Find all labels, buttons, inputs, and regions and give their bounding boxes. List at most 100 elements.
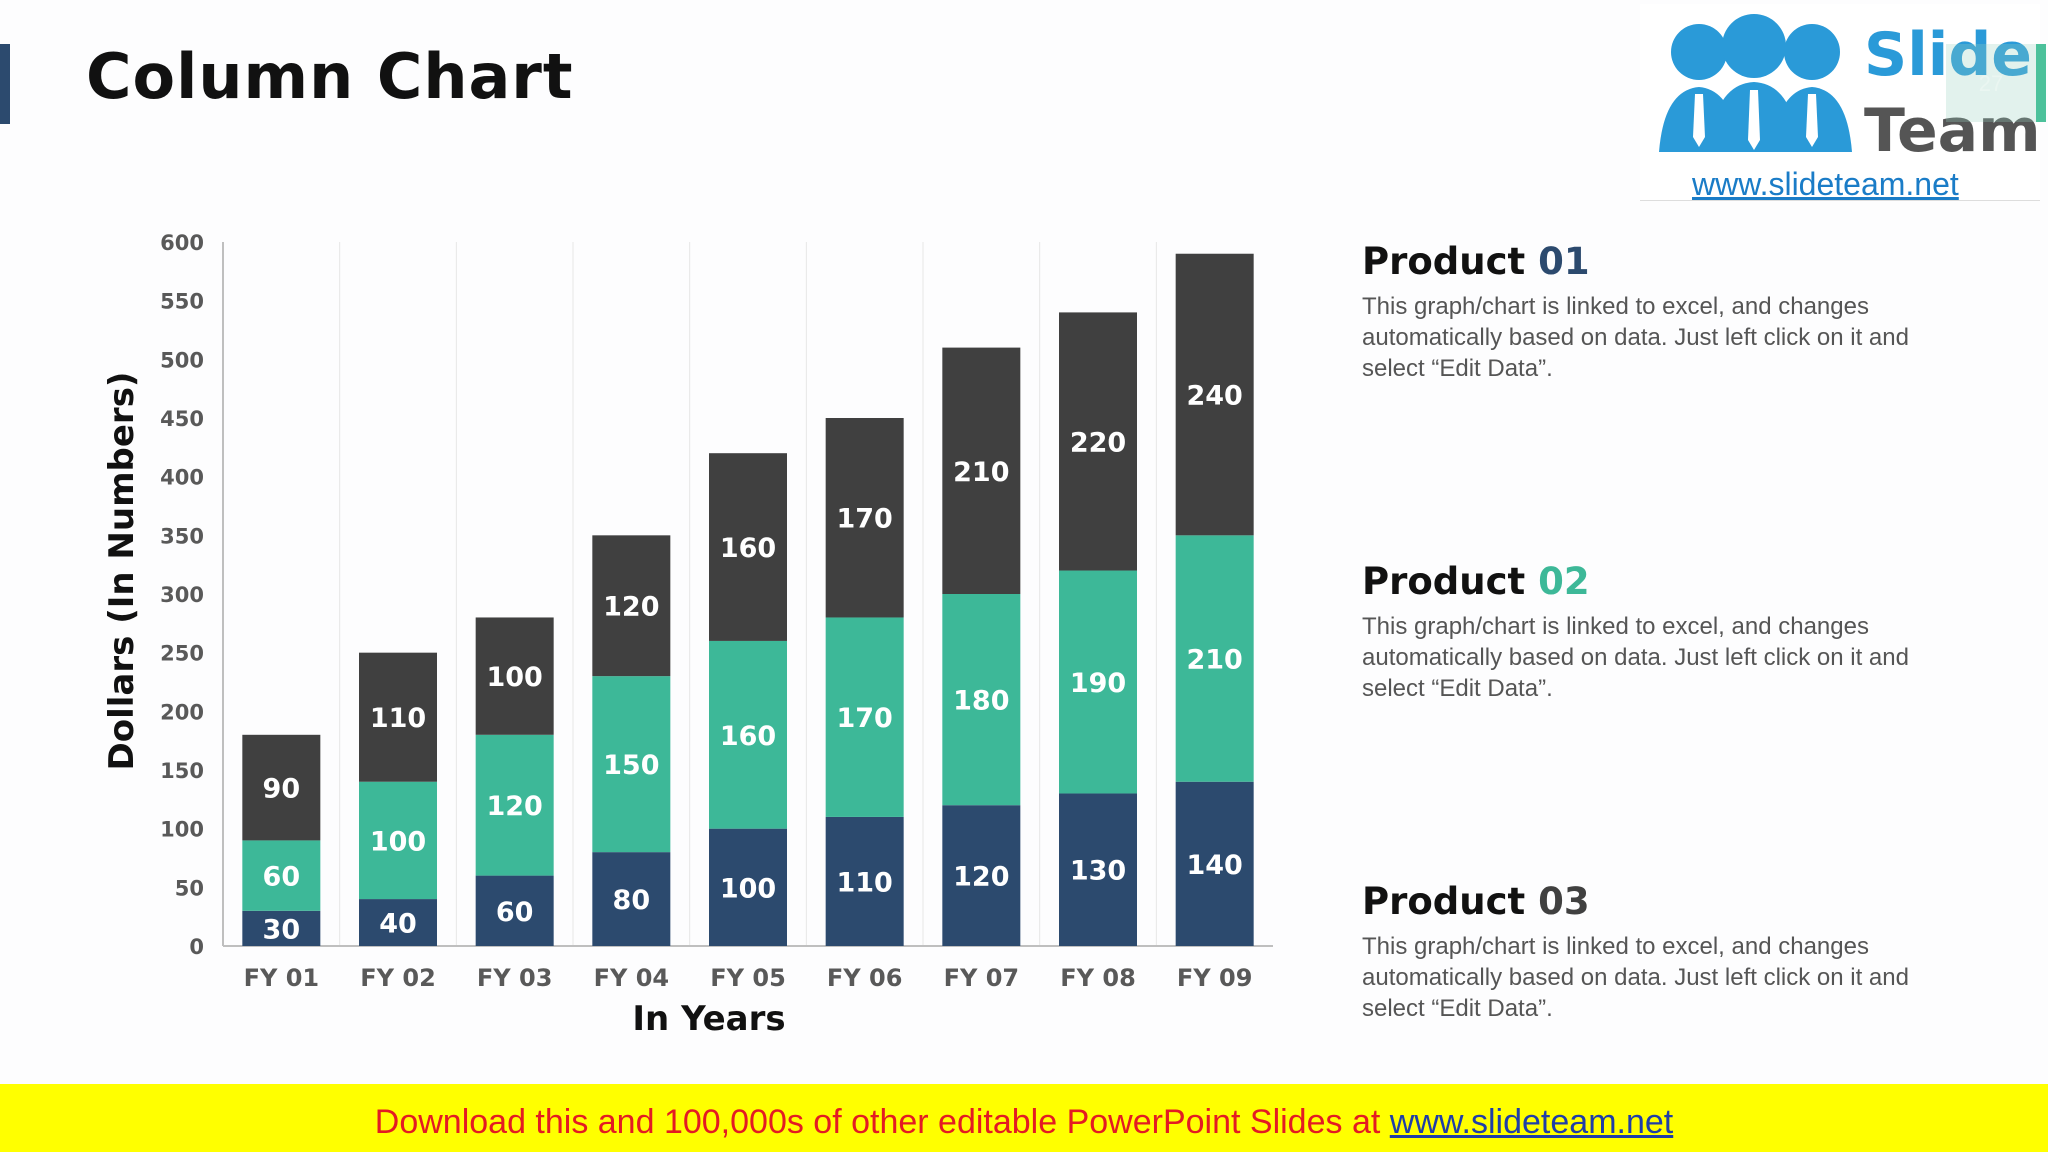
bar-segment — [1059, 570, 1137, 794]
page-title: Column Chart — [86, 40, 574, 113]
y-tick-label: 550 — [160, 290, 204, 314]
y-tick-label: 400 — [160, 466, 204, 490]
product-01-description: This graph/chart is linked to excel, and… — [1362, 293, 1909, 382]
people-icon — [1659, 14, 1852, 152]
data-label: 180 — [953, 686, 1009, 717]
y-tick-label: 450 — [160, 407, 204, 431]
bar-segment — [1059, 793, 1137, 946]
product-02-title: Product 02 — [1362, 560, 1922, 603]
logo-url-link[interactable]: www.slideteam.net — [1692, 166, 1959, 202]
bar-segment — [359, 781, 437, 900]
logo-word-team: Team — [1864, 96, 2041, 166]
y-tick-label: 600 — [160, 231, 204, 255]
y-tick-label: 200 — [160, 700, 204, 724]
bar-segment — [1059, 312, 1137, 571]
product-03-block: Product 03 This graph/chart is linked to… — [1362, 880, 1922, 1024]
x-tick-label: FY 03 — [477, 964, 553, 992]
bar-segment — [1175, 781, 1254, 946]
data-label: 220 — [1070, 427, 1126, 458]
bar-segment — [825, 418, 904, 618]
data-label: 100 — [720, 873, 776, 904]
bar-segment — [359, 899, 437, 946]
data-label: 100 — [486, 662, 542, 693]
banner-text: Download this and 100,000s of other edit… — [374, 1103, 1390, 1141]
data-label: 80 — [613, 885, 651, 916]
slideteam-logo[interactable]: Slide Team www.slideteam.net — [1640, 4, 2041, 202]
product-01-name: Product — [1362, 240, 1526, 283]
y-axis-title: Dollars (In Numbers) — [102, 372, 142, 771]
banner-link[interactable]: www.slideteam.net — [1389, 1103, 1674, 1141]
data-label: 130 — [1070, 856, 1126, 887]
y-tick-label: 500 — [160, 348, 204, 372]
y-tick-label: 350 — [160, 524, 204, 548]
data-label: 150 — [603, 750, 659, 781]
data-label: 190 — [1070, 668, 1126, 699]
product-01-block: Product 01 This graph/chart is linked to… — [1362, 240, 1922, 384]
bar-segment — [592, 676, 671, 853]
bar-segment — [709, 453, 787, 641]
logo-word-slide: Slide — [1864, 20, 2032, 90]
bar-segment — [825, 617, 904, 817]
slide-number: 27 — [1946, 44, 2046, 122]
data-label: 240 — [1186, 381, 1242, 412]
x-tick-label: FY 05 — [710, 964, 786, 992]
y-tick-label: 100 — [160, 818, 204, 842]
data-label: 120 — [486, 791, 542, 822]
data-label: 110 — [836, 867, 892, 898]
y-tick-label: 150 — [160, 759, 204, 783]
product-01-title: Product 01 — [1362, 240, 1922, 283]
data-label: 210 — [953, 457, 1009, 488]
download-banner[interactable]: Download this and 100,000s of other edit… — [0, 1084, 2048, 1152]
bar-segment — [359, 652, 437, 782]
bar-segment — [825, 816, 904, 946]
bar-segment — [709, 828, 787, 946]
data-label: 110 — [370, 703, 426, 734]
x-tick-label: FY 09 — [1177, 964, 1253, 992]
bar-segment — [242, 734, 321, 841]
product-03-number: 03 — [1538, 880, 1590, 923]
data-label: 60 — [263, 862, 301, 893]
bar-segment — [1175, 253, 1254, 536]
data-label: 120 — [953, 862, 1009, 893]
data-label: 40 — [379, 909, 417, 940]
product-03-name: Product — [1362, 880, 1526, 923]
data-label: 90 — [263, 774, 301, 805]
bar-segment — [592, 852, 671, 946]
bar-segment — [942, 805, 1021, 946]
data-label: 170 — [836, 703, 892, 734]
title-accent-bar — [0, 44, 10, 124]
y-tick-label: 0 — [189, 935, 204, 959]
x-tick-label: FY 07 — [944, 964, 1020, 992]
bar-segment — [1175, 535, 1254, 782]
data-label: 120 — [603, 592, 659, 623]
product-02-description: This graph/chart is linked to excel, and… — [1362, 613, 1909, 702]
bar-segment — [475, 875, 554, 946]
bar-segment — [475, 734, 554, 876]
bar-segment — [709, 640, 787, 829]
bar-segment — [242, 840, 321, 911]
x-axis-title: In Years — [632, 999, 785, 1039]
data-label: 160 — [720, 533, 776, 564]
x-tick-label: FY 01 — [244, 964, 320, 992]
data-label: 60 — [496, 897, 534, 928]
data-label: 140 — [1186, 850, 1242, 881]
stacked-column-chart: 0 50 100 150 200 250 300 350 400 450 500 550 600 30 60… — [102, 231, 1273, 1039]
data-label: 170 — [836, 504, 892, 535]
product-02-number: 02 — [1538, 560, 1590, 603]
product-03-description: This graph/chart is linked to excel, and… — [1362, 933, 1909, 1022]
x-tick-label: FY 02 — [360, 964, 436, 992]
y-tick-label: 300 — [160, 583, 204, 607]
x-tick-label: FY 06 — [827, 964, 903, 992]
product-03-title: Product 03 — [1362, 880, 1922, 923]
bar-segment — [242, 910, 321, 946]
product-02-block: Product 02 This graph/chart is linked to… — [1362, 560, 1922, 704]
bar-segment — [942, 347, 1021, 594]
data-label: 160 — [720, 721, 776, 752]
product-02-name: Product — [1362, 560, 1526, 603]
data-label: 100 — [370, 826, 426, 857]
product-01-number: 01 — [1538, 240, 1590, 283]
bar-segment — [592, 535, 671, 677]
x-tick-label: FY 04 — [594, 964, 670, 992]
bar-segment — [475, 617, 554, 735]
bar-segment — [942, 594, 1021, 806]
